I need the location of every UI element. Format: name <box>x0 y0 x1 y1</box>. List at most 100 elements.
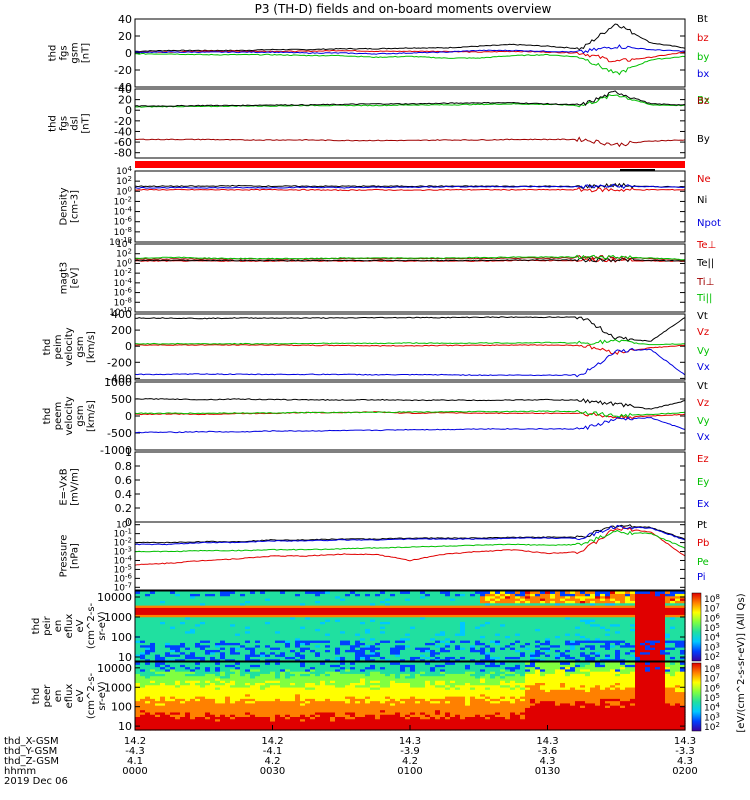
heatmap-cell <box>275 702 281 706</box>
heatmap-cell <box>440 612 446 615</box>
heatmap-cell <box>295 718 301 722</box>
heatmap-cell <box>345 680 351 683</box>
heatmap-cell <box>390 619 396 622</box>
heatmap-cell <box>385 616 391 620</box>
heatmap-cell <box>680 658 686 662</box>
heatmap-cell <box>185 602 191 606</box>
heatmap-cell <box>180 591 186 594</box>
heatmap-cell <box>350 673 356 677</box>
heatmap-cell <box>140 609 146 613</box>
heatmap-cell <box>195 671 201 674</box>
heatmap-cell <box>530 595 536 599</box>
heatmap-cell <box>595 635 601 639</box>
heatmap-cell <box>215 607 221 611</box>
heatmap-cell <box>615 654 621 657</box>
heatmap-cell <box>670 642 676 646</box>
y-tick-label: 10-2 <box>114 267 132 279</box>
heatmap-cell <box>365 602 371 606</box>
heatmap-cell <box>325 612 331 615</box>
heatmap-cell <box>385 630 391 634</box>
heatmap-cell <box>410 658 416 662</box>
heatmap-cell <box>275 619 281 622</box>
heatmap-cell <box>185 716 191 720</box>
heatmap-cell <box>675 593 681 597</box>
heatmap-cell <box>270 651 276 655</box>
heatmap-cell <box>385 605 391 608</box>
heatmap-cell <box>410 607 416 611</box>
heatmap-cell <box>515 647 521 650</box>
heatmap-cell <box>500 609 506 613</box>
panel-frame <box>134 521 686 591</box>
heatmap-cell <box>205 718 211 722</box>
heatmap-cell <box>410 649 416 653</box>
heatmap-cell <box>275 689 281 693</box>
heatmap-cell <box>345 621 351 625</box>
heatmap-cell <box>195 709 201 713</box>
heatmap-cell <box>170 621 176 625</box>
heatmap-cell <box>645 600 651 604</box>
heatmap-cell <box>360 640 366 643</box>
heatmap-cell <box>225 644 231 648</box>
heatmap-cell <box>180 691 186 695</box>
heatmap-cell <box>270 626 276 629</box>
heatmap-cell <box>160 718 166 722</box>
heatmap-cell <box>205 675 211 679</box>
heatmap-cell <box>485 630 491 634</box>
heatmap-cell <box>260 696 266 699</box>
heatmap-cell <box>345 684 351 688</box>
heatmap-cell <box>295 723 301 727</box>
heatmap-cell <box>390 644 396 648</box>
heatmap-cell <box>360 633 366 636</box>
heatmap-cell <box>190 675 196 679</box>
heatmap-cell <box>325 677 331 681</box>
heatmap-cell <box>415 602 421 606</box>
heatmap-cell <box>250 621 256 625</box>
heatmap-cell <box>485 591 491 594</box>
heatmap-cell <box>165 682 171 686</box>
heatmap-cell <box>585 649 591 653</box>
heatmap-cell <box>665 602 671 606</box>
heatmap-cell <box>595 654 601 657</box>
heatmap-cell <box>415 591 421 594</box>
heatmap-cell <box>180 654 186 657</box>
heatmap-cell <box>505 649 511 653</box>
heatmap-cell <box>345 671 351 674</box>
heatmap-cell <box>645 649 651 653</box>
heatmap-cell <box>230 677 236 681</box>
heatmap-cell <box>255 673 261 677</box>
heatmap-cell <box>235 614 241 618</box>
heatmap-cell <box>230 714 236 717</box>
heatmap-cell <box>260 637 266 641</box>
heatmap-cell <box>170 700 176 704</box>
heatmap-cell <box>425 591 431 594</box>
heatmap-cell <box>345 700 351 704</box>
heatmap-cell <box>475 633 481 636</box>
heatmap-cell <box>645 654 651 657</box>
heatmap-cell <box>670 644 676 648</box>
heatmap-cell <box>200 619 206 622</box>
heatmap-cell <box>235 633 241 636</box>
heatmap-cell <box>250 612 256 615</box>
heatmap-cell <box>190 714 196 717</box>
heatmap-cell <box>595 616 601 620</box>
heatmap-cell <box>425 635 431 639</box>
heatmap-cell <box>315 616 321 620</box>
heatmap-cell <box>450 593 456 597</box>
heatmap-cell <box>515 605 521 608</box>
heatmap-cell <box>320 693 326 697</box>
heatmap-cell <box>330 628 336 632</box>
heatmap-cell <box>555 649 561 653</box>
heatmap-cell <box>295 698 301 702</box>
heatmap-cell <box>230 591 236 594</box>
heatmap-cell <box>350 682 356 686</box>
heatmap-cell <box>665 626 671 629</box>
heatmap-cell <box>620 651 626 655</box>
heatmap-cell <box>615 628 621 632</box>
heatmap-cell <box>265 666 271 670</box>
heatmap-cell <box>525 649 531 653</box>
heatmap-cell <box>215 633 221 636</box>
heatmap-cell <box>235 691 241 695</box>
heatmap-cell <box>190 647 196 650</box>
heatmap-cell <box>525 612 531 615</box>
heatmap-cell <box>140 630 146 634</box>
